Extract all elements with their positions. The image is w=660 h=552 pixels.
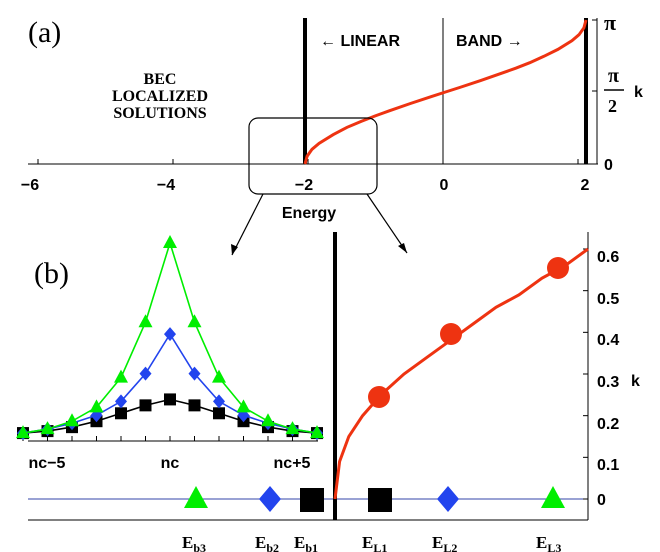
marker-EL1-curve	[368, 386, 390, 408]
x-tick-marks	[37, 159, 579, 164]
panel-b-label: (b)	[34, 257, 69, 290]
inset-point	[139, 399, 152, 412]
inset-tick-label: nc+5	[274, 455, 311, 472]
label-EL3: EL3	[536, 533, 561, 552]
inset-tick-label: nc−5	[29, 455, 66, 472]
label-Eb2: Eb2	[255, 533, 279, 552]
inset-tick-label: nc	[161, 455, 180, 472]
bec-label-line: LOCALIZED	[112, 88, 208, 105]
linear-label: ← LINEAR	[320, 33, 400, 50]
inset-point	[213, 407, 225, 420]
right-tick-zero: 0	[604, 157, 613, 174]
inset-tick-marks	[22, 436, 318, 441]
right-tick-pi-half-num: π	[608, 65, 619, 87]
inset-point	[285, 421, 300, 435]
inset-point	[40, 421, 55, 435]
inset-point	[114, 369, 128, 383]
marker-EL3-curve	[547, 257, 569, 279]
x-axis-label: Energy	[282, 205, 336, 222]
inset-point	[213, 394, 225, 409]
y-axis-label: k	[631, 373, 640, 390]
inset-point	[310, 425, 324, 439]
zoom-arrow-left	[231, 193, 264, 256]
bec-label-line: SOLUTIONS	[113, 105, 206, 122]
inset-point	[188, 399, 201, 412]
inset-point	[115, 394, 127, 409]
inset-point	[164, 327, 176, 342]
inset-point	[164, 393, 176, 406]
y-tick-label: 0.5	[597, 291, 619, 308]
inset-series	[16, 235, 324, 441]
marker-Eb3	[184, 486, 208, 508]
right-tick-marks	[583, 248, 588, 500]
inset-point	[188, 366, 201, 381]
panel-a: (a) −6 −4 −2 0 2 Energy π π 2 k	[21, 10, 643, 256]
y-tick-label: 0.4	[597, 332, 619, 349]
inset-point	[187, 314, 202, 328]
arrowhead	[398, 243, 407, 253]
inset-point	[139, 366, 152, 381]
y-tick-label: 0.1	[597, 457, 619, 474]
right-tick-pi: π	[604, 10, 616, 35]
inset-point	[16, 425, 30, 439]
right-tick-pi-half-den: 2	[608, 96, 617, 116]
zoom-arrow-right	[366, 193, 408, 254]
label-Eb1: Eb1	[294, 533, 318, 552]
dispersion-curve	[303, 19, 588, 165]
arrowhead	[231, 244, 238, 255]
x-tick-label: −2	[295, 177, 313, 194]
inset-point	[236, 399, 251, 413]
inset-point	[65, 413, 79, 427]
inset-point	[163, 235, 177, 248]
inset-point	[89, 399, 104, 413]
marker-EL2	[437, 486, 459, 512]
band-label: BAND →	[456, 33, 523, 50]
y-tick-label: 0.6	[597, 249, 619, 266]
inset-point	[115, 407, 127, 420]
right-axis-label: k	[634, 84, 643, 101]
zoom-box	[248, 117, 378, 195]
marker-EL2-curve	[440, 323, 462, 345]
x-tick-label: −4	[157, 177, 175, 194]
inset-point	[138, 314, 153, 328]
x-tick-label: 0	[440, 177, 449, 194]
y-tick-label: 0.2	[597, 416, 619, 433]
marker-EL3	[541, 486, 565, 508]
label-Eb3: Eb3	[182, 533, 206, 552]
inset-point	[212, 369, 226, 383]
inset-plot: nc−5 nc nc+5	[16, 235, 324, 472]
panel-a-label: (a)	[28, 16, 61, 49]
x-tick-label: −6	[21, 177, 39, 194]
y-tick-label: 0	[597, 492, 606, 509]
label-EL1: EL1	[362, 533, 387, 552]
inset-series-line	[22, 332, 318, 434]
marker-EL1	[368, 488, 392, 512]
x-tick-label: 2	[581, 177, 590, 194]
dispersion-curve-zoom	[333, 247, 589, 500]
y-tick-label: 0.3	[597, 374, 619, 391]
label-EL2: EL2	[432, 533, 457, 552]
marker-Eb2	[259, 486, 281, 512]
bec-label-line: BEC	[144, 71, 177, 88]
panel-b: (b) 0.6 0.5 0.4 0.3 k 0.2 0.1 0 Eb3 Eb2 …	[16, 232, 640, 552]
marker-Eb1	[300, 488, 324, 512]
inset-point	[261, 413, 275, 427]
